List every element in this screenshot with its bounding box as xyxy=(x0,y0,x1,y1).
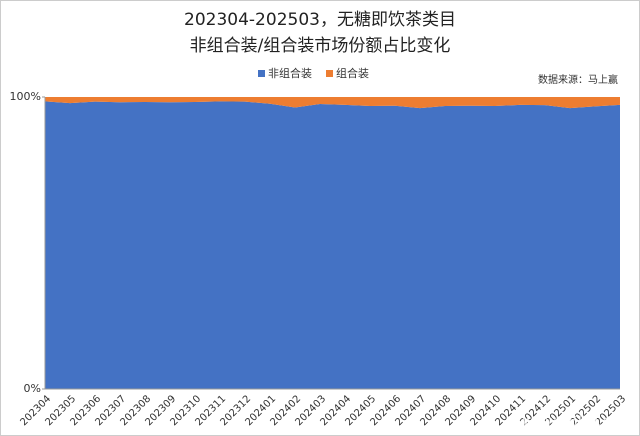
chart-title: 202304-202503，无糖即饮茶类目 xyxy=(184,10,456,30)
legend-label: 非组合装 xyxy=(268,66,312,80)
chart-subtitle: 非组合装/组合装市场份额占比变化 xyxy=(190,36,451,56)
y-tick-label: 100% xyxy=(10,90,41,103)
area xyxy=(45,101,620,389)
watermark: www.365jz.com xyxy=(522,414,632,430)
area xyxy=(45,97,620,109)
source-note: 数据来源：马上赢 xyxy=(538,73,618,86)
legend-swatch xyxy=(326,70,333,77)
legend-swatch xyxy=(258,70,265,77)
legend-label: 组合装 xyxy=(336,66,369,80)
y-tick-label: 0% xyxy=(24,382,41,395)
